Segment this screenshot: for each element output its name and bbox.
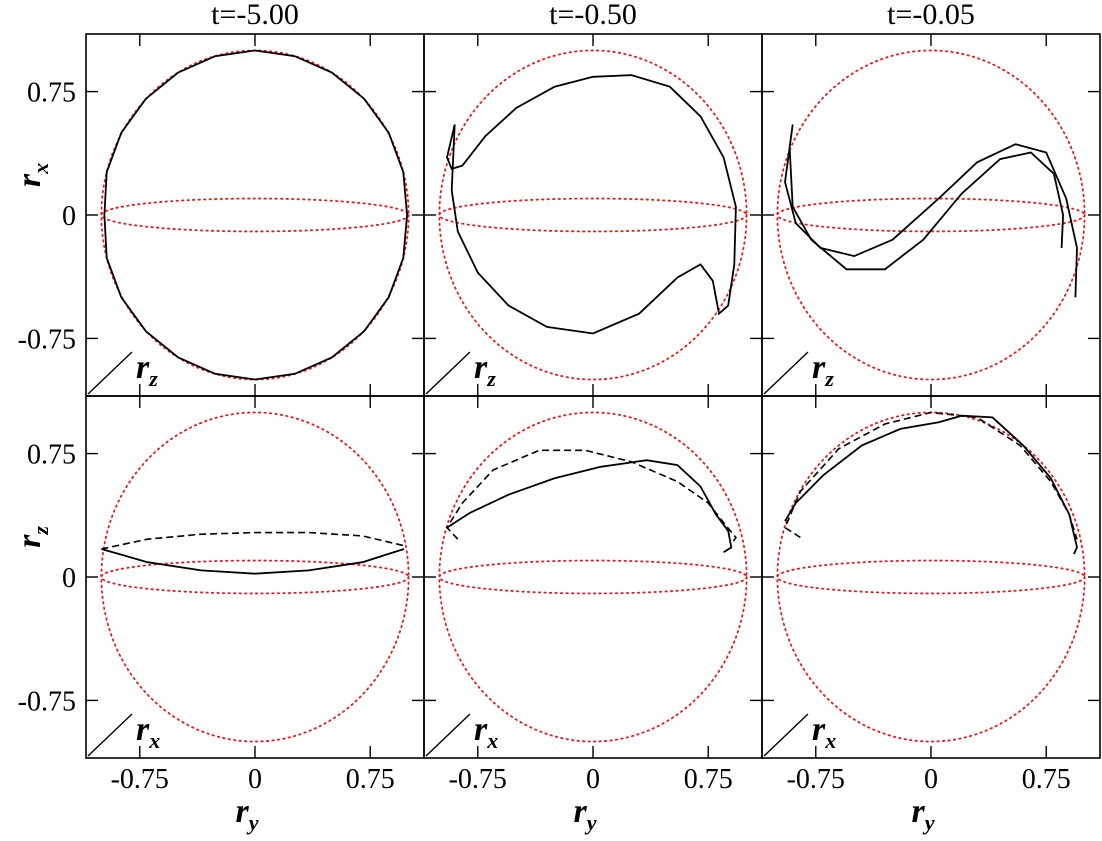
- unit-circle: [776, 49, 1086, 381]
- unit-circle: [100, 49, 410, 381]
- x-tick-label: -0.75: [449, 764, 507, 795]
- y-tick-label: -0.75: [18, 686, 76, 717]
- x-tick-label: 0.75: [684, 764, 733, 795]
- panel-1-1: rx: [423, 395, 763, 759]
- unit-circle: [438, 411, 748, 743]
- trajectory-solid: [784, 414, 1078, 555]
- x-tick-label: 0: [924, 764, 938, 795]
- y-tick-label: 0.75: [27, 440, 76, 471]
- depth-axis-line: [763, 351, 809, 395]
- x-axis-label: ry: [912, 793, 935, 835]
- trajectory-solid: [101, 548, 405, 575]
- panel-frame: [423, 395, 763, 759]
- depth-axis-line: [425, 351, 471, 395]
- unit-circle: [438, 49, 748, 381]
- depth-axis-label: rx: [474, 711, 498, 753]
- panel-1-2: rx: [761, 395, 1101, 759]
- x-tick-label: 0.75: [346, 764, 395, 795]
- equator-ellipse: [438, 559, 748, 595]
- depth-axis-line: [763, 713, 809, 757]
- equator-ellipse: [776, 559, 1086, 595]
- column-title: t=-0.50: [549, 0, 637, 31]
- x-tick-label: -0.75: [111, 764, 169, 795]
- equator-ellipse: [100, 197, 410, 233]
- x-axis-labels: -0.75 0 0.75 ry -0.75 0 0.75 ry -0.75 0 0.75 ry: [111, 764, 1071, 835]
- depth-axis-line: [87, 351, 133, 395]
- trajectory-dashed: [783, 411, 1078, 540]
- panel-frame: [761, 395, 1101, 759]
- panel-0-1: rz: [423, 33, 763, 397]
- trajectory-solid: [784, 124, 1078, 298]
- x-tick-label: -0.75: [787, 764, 845, 795]
- y-axis-label: rz: [11, 526, 53, 548]
- panels: rz rz rz rx rx rx: [85, 33, 1101, 759]
- column-title: t=-0.05: [887, 0, 975, 31]
- equator-ellipse: [438, 197, 748, 233]
- x-axis-label: ry: [574, 793, 597, 835]
- trajectory-solid: [103, 49, 409, 381]
- depth-axis-label: rx: [812, 711, 836, 753]
- depth-axis-label: rz: [136, 349, 158, 391]
- equator-ellipse: [100, 559, 410, 595]
- trajectory-solid: [446, 459, 733, 554]
- depth-axis-line: [87, 713, 133, 757]
- panel-frame: [761, 33, 1101, 397]
- y-tick-label: 0: [62, 563, 76, 594]
- trajectory-dashed: [445, 449, 737, 545]
- y-tick-label: 0: [62, 201, 76, 232]
- trajectory-dashed: [101, 531, 405, 550]
- y-axis-labels: -0.75 0 0.75 rx -0.75 0 0.75 rz: [11, 78, 76, 718]
- panel-0-2: rz: [761, 33, 1101, 397]
- y-tick-label: 0.75: [27, 78, 76, 109]
- column-title: t=-5.00: [211, 0, 299, 31]
- x-tick-label: 0.75: [1022, 764, 1071, 795]
- unit-circle: [776, 411, 1086, 743]
- unit-circle: [100, 411, 410, 743]
- panel-0-0: rz: [85, 33, 425, 397]
- trajectory-solid: [446, 74, 737, 335]
- x-tick-label: 0: [248, 764, 262, 795]
- x-axis-label: ry: [236, 793, 259, 835]
- panel-1-0: rx: [85, 395, 425, 759]
- y-tick-label: -0.75: [18, 324, 76, 355]
- x-tick-label: 0: [586, 764, 600, 795]
- y-axis-label: rx: [11, 163, 53, 187]
- panel-frame: [423, 33, 763, 397]
- depth-axis-label: rx: [136, 711, 160, 753]
- panel-frame: [85, 33, 425, 397]
- column-titles: t=-5.00 t=-0.50 t=-0.05: [211, 0, 975, 31]
- depth-axis-line: [425, 713, 471, 757]
- depth-axis-label: rz: [474, 349, 496, 391]
- equator-ellipse: [776, 197, 1086, 233]
- trajectory-solid: [788, 149, 1065, 271]
- panel-frame: [85, 395, 425, 759]
- depth-axis-label: rz: [812, 349, 834, 391]
